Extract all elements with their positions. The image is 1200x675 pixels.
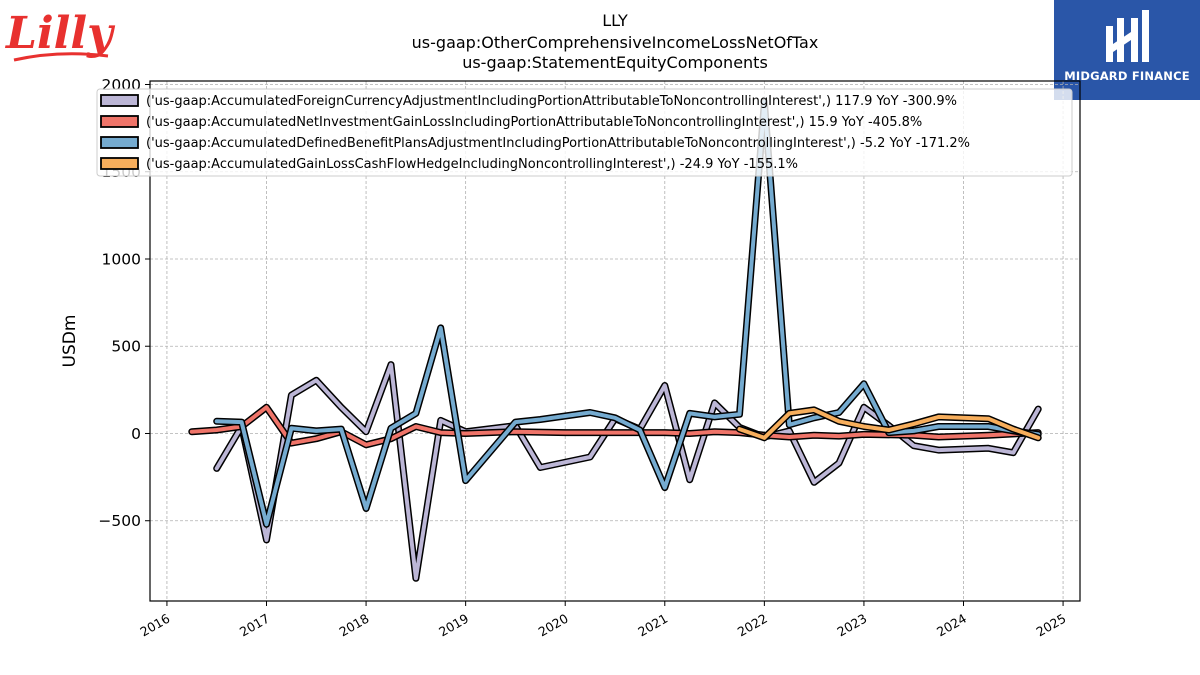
y-tick-label: 0 (131, 425, 141, 443)
legend-box (96, 88, 1073, 177)
legend-swatch (100, 115, 139, 128)
legend-swatch (100, 94, 139, 107)
plot-frame (149, 80, 1081, 602)
series-line (214, 362, 1041, 581)
x-tick-label: 2024 (934, 611, 969, 640)
x-tick-label: 2018 (337, 611, 372, 640)
series-4 (736, 406, 1042, 442)
legend-label: ('us-gaap:AccumulatedForeignCurrencyAdju… (146, 94, 957, 109)
x-tick-label: 2016 (137, 611, 172, 640)
x-tick-label: 2017 (237, 611, 272, 640)
y-tick-label: 500 (111, 338, 141, 356)
lilly-logo: Lilly (4, 8, 116, 62)
legend: ('us-gaap:AccumulatedForeignCurrencyAdju… (96, 88, 1073, 177)
legend-label: ('us-gaap:AccumulatedNetInvestmentGainLo… (146, 115, 922, 130)
y-tick-label: 1000 (102, 250, 141, 268)
chart-title: LLY us-gaap:OtherComprehensiveIncomeLoss… (412, 11, 819, 72)
legend-label: ('us-gaap:AccumulatedGainLossCashFlowHed… (146, 157, 798, 172)
x-axis: 2016 2017 2018 2019 2020 2021 2022 2023 2024 2025 (137, 601, 1069, 640)
series-line (189, 405, 1041, 447)
series-1 (213, 361, 1042, 582)
series-line (737, 407, 1041, 440)
lilly-logo-text: Lilly (4, 8, 116, 59)
series-layer (188, 98, 1042, 582)
series-line-outline (213, 361, 1042, 582)
legend-swatch (100, 157, 139, 170)
series-2 (188, 403, 1042, 449)
midgard-emblem-icon (1106, 10, 1149, 62)
x-tick-label: 2021 (635, 611, 670, 640)
legend-swatch (100, 136, 139, 149)
chart-title-line-3: us-gaap:StatementEquityComponents (462, 53, 768, 72)
chart-title-line-1: LLY (602, 11, 628, 30)
y-tick-label: −500 (98, 512, 141, 530)
y-axis-label: USDm (60, 315, 80, 368)
chart-title-line-2: us-gaap:OtherComprehensiveIncomeLossNetO… (412, 33, 819, 52)
x-tick-label: 2022 (735, 611, 770, 640)
x-tick-label: 2023 (834, 611, 869, 640)
x-tick-label: 2020 (536, 611, 571, 640)
midgard-finance-logo: MIDGARD FINANCE (1054, 0, 1200, 100)
x-tick-label: 2025 (1034, 611, 1069, 640)
midgard-finance-brand-text: MIDGARD FINANCE (1064, 69, 1190, 83)
x-tick-label: 2019 (436, 611, 471, 640)
legend-label: ('us-gaap:AccumulatedDefinedBenefitPlans… (146, 136, 970, 151)
